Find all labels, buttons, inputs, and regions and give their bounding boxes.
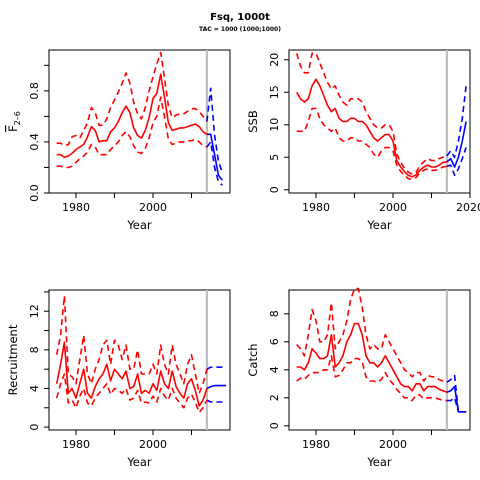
panel-recruitment: 1980 2000 0 4 8 12 Year Recruitment bbox=[6, 289, 231, 469]
x-tick-label: 1980 bbox=[62, 438, 90, 451]
plot-frame bbox=[288, 289, 471, 431]
x-tick-label: 2000 bbox=[139, 201, 167, 214]
x-axis-label: Year bbox=[126, 218, 152, 232]
x-axis-label: Year bbox=[366, 218, 392, 232]
y-tick-label: 4 bbox=[268, 366, 281, 373]
series-history-upper bbox=[55, 294, 208, 395]
x-tick-label: 1980 bbox=[302, 201, 330, 214]
series-projection-median bbox=[206, 384, 227, 390]
x-tick-label: 2000 bbox=[139, 438, 167, 451]
y-tick-label: 0 bbox=[268, 422, 281, 429]
panel-fbar: 1980 2000 0.0 0.4 0.8 Year F2–6 bbox=[6, 49, 231, 232]
series-projection-upper bbox=[446, 85, 467, 159]
y-axis-label: Recruitment bbox=[6, 324, 20, 395]
y-axis-label: Catch bbox=[246, 343, 260, 376]
y-axis-label-main: F bbox=[6, 125, 20, 132]
y-tick-label: 15 bbox=[268, 85, 281, 99]
series-history-upper bbox=[56, 51, 208, 147]
series-history-upper bbox=[295, 52, 448, 175]
series-history-upper bbox=[296, 287, 448, 384]
series-history-median bbox=[296, 322, 448, 393]
y-tick-label: 20 bbox=[268, 53, 281, 67]
y-tick-label: 4 bbox=[28, 385, 41, 392]
x-axis-label: Year bbox=[126, 455, 152, 469]
y-axis-label: SSB bbox=[246, 110, 260, 133]
plot-frame bbox=[48, 49, 231, 194]
y-tick-label: 0 bbox=[28, 424, 41, 431]
series-history-median bbox=[296, 78, 448, 178]
series-projection-upper bbox=[206, 366, 227, 370]
series-history-lower bbox=[55, 373, 208, 414]
x-tick-label: 2000 bbox=[379, 201, 407, 214]
x-tick-label: 1980 bbox=[302, 438, 330, 451]
y-tick-label: 2 bbox=[268, 394, 281, 401]
x-axis-label: Year bbox=[366, 455, 392, 469]
series-projection-upper bbox=[446, 374, 467, 413]
y-tick-label: 6 bbox=[268, 338, 281, 345]
x-tick-label: 2000 bbox=[379, 438, 407, 451]
series-projection-lower bbox=[206, 141, 223, 186]
series-history-median bbox=[55, 341, 208, 407]
series-projection-median bbox=[446, 121, 467, 168]
y-tick-label: 8 bbox=[268, 310, 281, 317]
series-projection-lower bbox=[446, 147, 467, 177]
y-tick-label: 5 bbox=[268, 154, 281, 161]
y-axis-label: F2–6 bbox=[6, 111, 22, 132]
x-tick-label: 1980 bbox=[62, 201, 90, 214]
panel-catch: 1980 2000 0 2 4 6 8 Year Catch bbox=[246, 287, 471, 469]
panels-group: 198020000.00.40.8YearF2–6198020002020051… bbox=[6, 49, 480, 469]
plot-frame bbox=[288, 49, 471, 194]
series-history-lower bbox=[296, 354, 447, 402]
y-tick-label: 0 bbox=[268, 186, 281, 193]
figure-title: Fsq, 1000t bbox=[210, 12, 270, 23]
y-tick-label: 0.0 bbox=[28, 184, 41, 202]
plot-frame bbox=[48, 289, 231, 431]
y-tick-label: 0.8 bbox=[28, 82, 41, 100]
series-projection-upper bbox=[206, 87, 224, 173]
figure-subtitle: TAC = 1000 (1000;1000) bbox=[199, 26, 281, 33]
series-history-median bbox=[56, 73, 208, 159]
y-tick-label: 8 bbox=[28, 346, 41, 353]
series-history-lower bbox=[56, 96, 208, 169]
series-projection-median bbox=[206, 133, 223, 181]
y-tick-label: 12 bbox=[28, 304, 41, 318]
y-axis-label-subscript: 2–6 bbox=[13, 111, 22, 125]
y-tick-label: 10 bbox=[268, 118, 281, 132]
y-tick-label: 0.4 bbox=[28, 133, 41, 151]
series-projection-lower bbox=[446, 396, 467, 413]
series-projection-lower bbox=[206, 399, 227, 403]
